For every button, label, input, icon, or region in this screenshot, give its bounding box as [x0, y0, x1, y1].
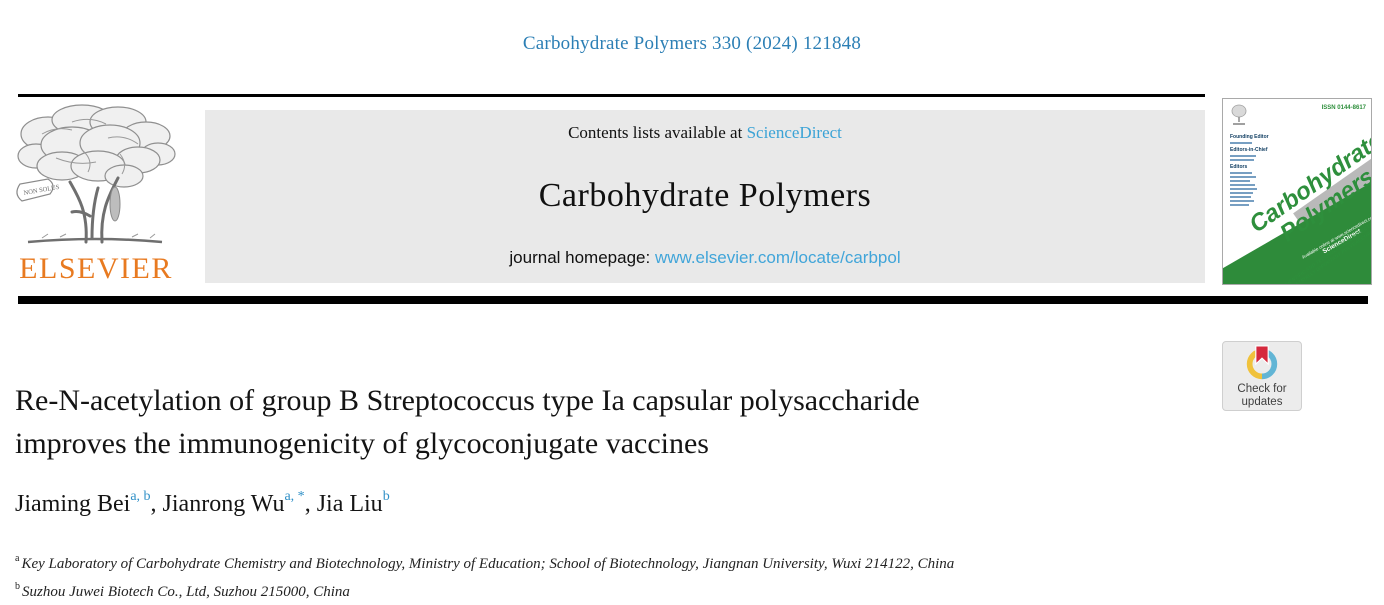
top-rule	[18, 94, 1205, 97]
elsevier-logo[interactable]: NON SOLUS ELSEVIER	[12, 98, 180, 285]
author-affil-sup[interactable]: b	[382, 489, 390, 504]
journal-title: Carbohydrate Polymers	[538, 176, 872, 214]
affiliation-list: a Key Laboratory of Carbohydrate Chemistr…	[15, 548, 954, 604]
crossmark-icon	[1246, 345, 1278, 380]
affiliation: b Suzhou Juwei Biotech Co., Ltd, Suzhou 2…	[15, 581, 350, 600]
elsevier-tree-icon: NON SOLUS	[16, 104, 176, 244]
check-for-updates-badge[interactable]: Check for updates	[1222, 341, 1302, 411]
elsevier-wordmark: ELSEVIER	[19, 252, 173, 285]
author-affil-sup[interactable]: a, b	[130, 489, 151, 504]
article-title: Re-N-acetylation of group B Streptococcu…	[15, 384, 920, 460]
contents-line: Contents lists available at ScienceDirec…	[568, 123, 842, 143]
crossmark-label-line2: updates	[1241, 396, 1283, 408]
journal-cover-thumbnail[interactable]: Available online at www.sciencedirect.co…	[1222, 98, 1372, 285]
author: Jia Liub	[316, 489, 390, 517]
cover-elsevier-mark-icon	[1231, 104, 1247, 125]
sciencedirect-link[interactable]: ScienceDirect	[746, 123, 842, 142]
homepage-line: journal homepage: www.elsevier.com/locat…	[509, 248, 900, 268]
author: Jiaming Beia, b,	[15, 489, 163, 517]
author: Jianrong Wua, *,	[162, 489, 317, 517]
author-list: Jiaming Beia, b, Jianrong Wua, *, Jia Li…	[15, 489, 390, 518]
homepage-prefix: journal homepage:	[509, 248, 655, 267]
crossmark-label-line1: Check for	[1237, 383, 1287, 395]
section-rule	[18, 296, 1368, 304]
cover-editors-column: Founding Editor Editors-in-Chief Editors	[1230, 131, 1272, 206]
journal-header-box: Contents lists available at ScienceDirec…	[205, 110, 1205, 283]
homepage-link[interactable]: www.elsevier.com/locate/carbpol	[654, 248, 901, 267]
affiliation: a Key Laboratory of Carbohydrate Chemistr…	[15, 553, 955, 572]
journal-citation: Carbohydrate Polymers 330 (2024) 121848	[522, 33, 862, 54]
contents-prefix: Contents lists available at	[568, 123, 747, 142]
author-affil-sup[interactable]: a, *	[284, 489, 305, 504]
cover-issn: ISSN 0144-8617	[1321, 105, 1366, 111]
